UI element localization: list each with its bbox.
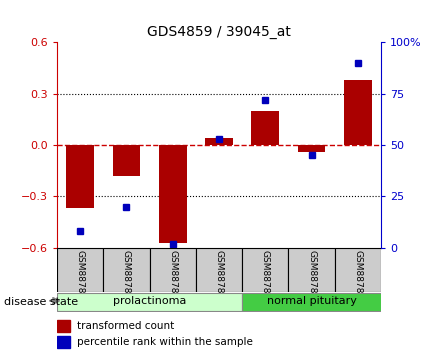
Bar bbox=[103, 248, 149, 292]
Bar bbox=[57, 336, 70, 348]
Bar bbox=[242, 248, 289, 292]
Text: GSM887863: GSM887863 bbox=[215, 250, 223, 305]
Bar bbox=[205, 138, 233, 145]
Bar bbox=[242, 293, 381, 310]
Text: transformed count: transformed count bbox=[78, 321, 175, 331]
Text: GSM887862: GSM887862 bbox=[168, 250, 177, 305]
Bar bbox=[289, 248, 335, 292]
Text: GSM887860: GSM887860 bbox=[76, 250, 85, 305]
Title: GDS4859 / 39045_at: GDS4859 / 39045_at bbox=[147, 25, 291, 39]
Bar bbox=[149, 248, 196, 292]
Text: GSM887864: GSM887864 bbox=[261, 250, 270, 305]
Bar bbox=[344, 80, 372, 145]
Bar bbox=[335, 248, 381, 292]
Bar bbox=[159, 145, 187, 243]
Bar bbox=[66, 145, 94, 209]
Text: percentile rank within the sample: percentile rank within the sample bbox=[78, 337, 253, 347]
Text: GSM887866: GSM887866 bbox=[353, 250, 362, 305]
Text: disease state: disease state bbox=[4, 297, 78, 307]
Text: GSM887865: GSM887865 bbox=[307, 250, 316, 305]
Text: prolactinoma: prolactinoma bbox=[113, 296, 186, 307]
Bar bbox=[57, 320, 70, 332]
Bar bbox=[251, 111, 279, 145]
Bar bbox=[113, 145, 140, 176]
Text: normal pituitary: normal pituitary bbox=[267, 296, 357, 307]
Bar bbox=[196, 248, 242, 292]
Bar bbox=[57, 248, 103, 292]
Bar bbox=[298, 145, 325, 152]
Text: GSM887861: GSM887861 bbox=[122, 250, 131, 305]
Bar bbox=[57, 293, 242, 310]
